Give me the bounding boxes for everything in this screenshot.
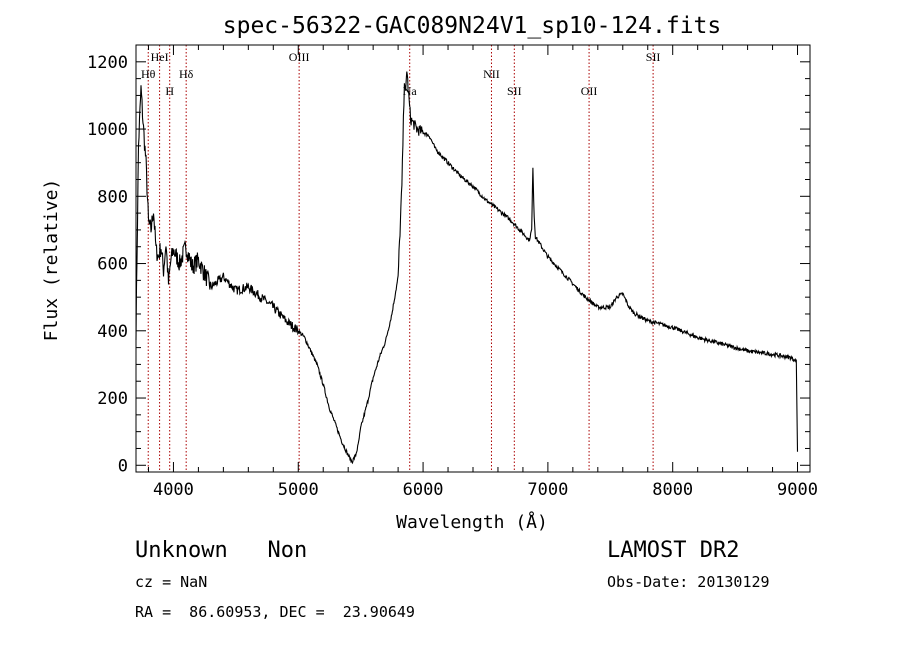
y-tick-label-0: 0 xyxy=(118,456,128,476)
marker-label-7: SII xyxy=(507,84,522,98)
marker-label-5: Na xyxy=(403,84,418,98)
spectrum-series-line xyxy=(135,71,799,465)
marker-label-1: Hθ xyxy=(141,67,156,81)
x-axis-ticks: 4000 5000 6000 7000 8000 9000 xyxy=(147,45,818,500)
marker-label-8: OII xyxy=(581,84,598,98)
x-tick-label-3: 7000 xyxy=(527,480,568,500)
marker-label-6: NII xyxy=(483,67,500,81)
y-axis-ticks: 0 200 400 600 800 1000 1200 xyxy=(87,53,810,476)
marker-label-0: HeI xyxy=(151,50,169,64)
obs-date: Obs-Date: 20130129 xyxy=(607,573,770,591)
emission-line-markers: HeI Hθ H Hδ OIII Na NII SII OII SII xyxy=(141,45,660,472)
ra-dec-coordinates: RA = 86.60953, DEC = 23.90649 xyxy=(135,603,415,621)
marker-label-2: H xyxy=(165,84,174,98)
y-tick-label-4: 800 xyxy=(97,187,128,207)
x-tick-label-4: 8000 xyxy=(652,480,693,500)
marker-label-4: OIII xyxy=(289,50,310,64)
y-tick-label-2: 400 xyxy=(97,322,128,342)
y-tick-label-1: 200 xyxy=(97,389,128,409)
survey-name: LAMOST DR2 xyxy=(607,538,740,563)
marker-label-3: Hδ xyxy=(179,67,194,81)
x-tick-label-2: 6000 xyxy=(403,480,444,500)
x-tick-label-1: 5000 xyxy=(278,480,319,500)
y-axis-label: Flux (relative) xyxy=(41,179,62,342)
object-name: Unknown Non xyxy=(135,538,308,563)
marker-label-9: SII xyxy=(646,50,661,64)
plot-frame xyxy=(135,44,811,473)
x-axis-label: Wavelength (Å) xyxy=(396,511,548,533)
y-tick-label-6: 1200 xyxy=(87,53,128,73)
x-tick-label-0: 4000 xyxy=(153,480,194,500)
x-tick-label-5: 9000 xyxy=(777,480,818,500)
y-tick-label-5: 1000 xyxy=(87,120,128,140)
y-tick-label-3: 600 xyxy=(97,255,128,275)
redshift-cz: cz = NaN xyxy=(135,573,208,591)
chart-title: spec-56322-GAC089N24V1_sp10-124.fits xyxy=(223,13,722,39)
